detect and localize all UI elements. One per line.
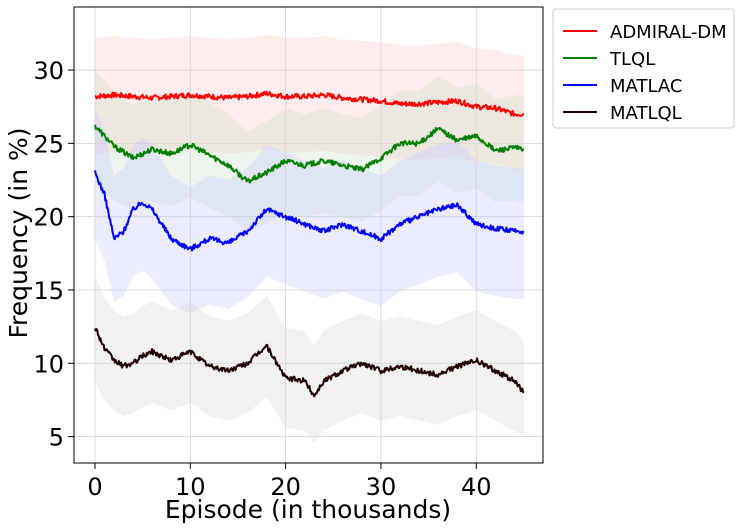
y-tick-label: 5 bbox=[49, 424, 64, 452]
x-tick-label: 20 bbox=[270, 473, 301, 501]
y-axis-ticks: 5 10 15 20 25 30 bbox=[33, 57, 74, 452]
y-tick-label: 25 bbox=[33, 130, 64, 158]
legend-label-matlac: MATLAC bbox=[610, 76, 682, 97]
line-tlql bbox=[94, 124, 525, 184]
x-axis-ticks: 0 10 20 30 40 bbox=[87, 463, 492, 501]
line-matlac bbox=[94, 170, 525, 252]
legend-box bbox=[552, 8, 735, 129]
confidence-bands bbox=[95, 34, 524, 443]
legend-label-admiral-dm: ADMIRAL-DM bbox=[610, 22, 727, 43]
x-tick-label: 0 bbox=[87, 473, 102, 501]
band-tlql bbox=[95, 70, 524, 232]
y-tick-label: 20 bbox=[33, 204, 64, 232]
band-matlql bbox=[95, 275, 524, 443]
band-matlac bbox=[95, 106, 524, 314]
y-tick-label: 15 bbox=[33, 277, 64, 305]
band-admiral-dm bbox=[95, 34, 524, 170]
plot-frame bbox=[73, 6, 544, 464]
x-tick-label: 40 bbox=[461, 473, 492, 501]
y-tick-label: 30 bbox=[33, 57, 64, 85]
x-tick-label: 10 bbox=[175, 473, 206, 501]
x-tick-label: 30 bbox=[366, 473, 397, 501]
line-admiral-dm bbox=[94, 90, 525, 117]
x-axis-title: Episode (in thousands) bbox=[165, 495, 451, 524]
legend-label-tlql: TLQL bbox=[609, 49, 655, 70]
y-tick-label: 10 bbox=[33, 350, 64, 378]
series-lines bbox=[94, 90, 525, 398]
legend-label-matlql: MATLQL bbox=[610, 103, 682, 124]
y-axis-title: Frequency (in %) bbox=[4, 127, 33, 338]
legend: ADMIRAL-DM TLQL MATLAC MATLQL bbox=[552, 8, 735, 129]
line-matlql bbox=[94, 328, 525, 398]
grid-lines bbox=[74, 7, 543, 463]
